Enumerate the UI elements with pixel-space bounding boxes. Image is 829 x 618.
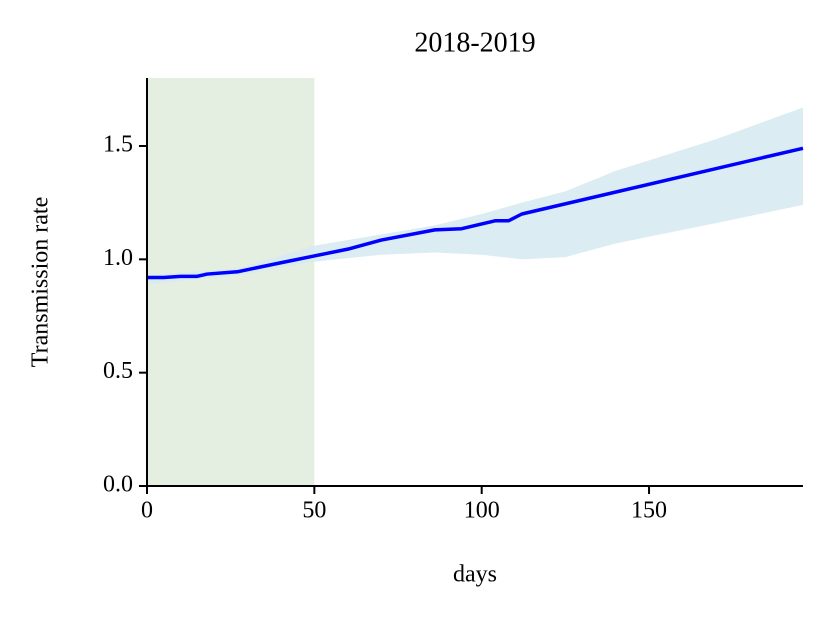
x-tick-label: 50: [302, 498, 326, 524]
x-tick-label: 0: [141, 498, 153, 524]
y-tick-label: 1.0: [103, 245, 133, 271]
x-tick-label: 150: [631, 498, 667, 524]
line: [147, 146, 804, 280]
y-tick-label: 0.5: [103, 358, 133, 384]
chart-title: 2018-2019: [414, 27, 535, 58]
y-tick-label: 1.5: [103, 132, 133, 158]
shaded-span: [147, 78, 315, 486]
x-axis-label: days: [453, 562, 497, 588]
x-tick-label: 100: [464, 498, 500, 524]
y-axis-label: Transmission rate: [28, 197, 54, 367]
y-tick-label: 0.0: [103, 472, 133, 498]
confidence-band: [147, 107, 803, 285]
